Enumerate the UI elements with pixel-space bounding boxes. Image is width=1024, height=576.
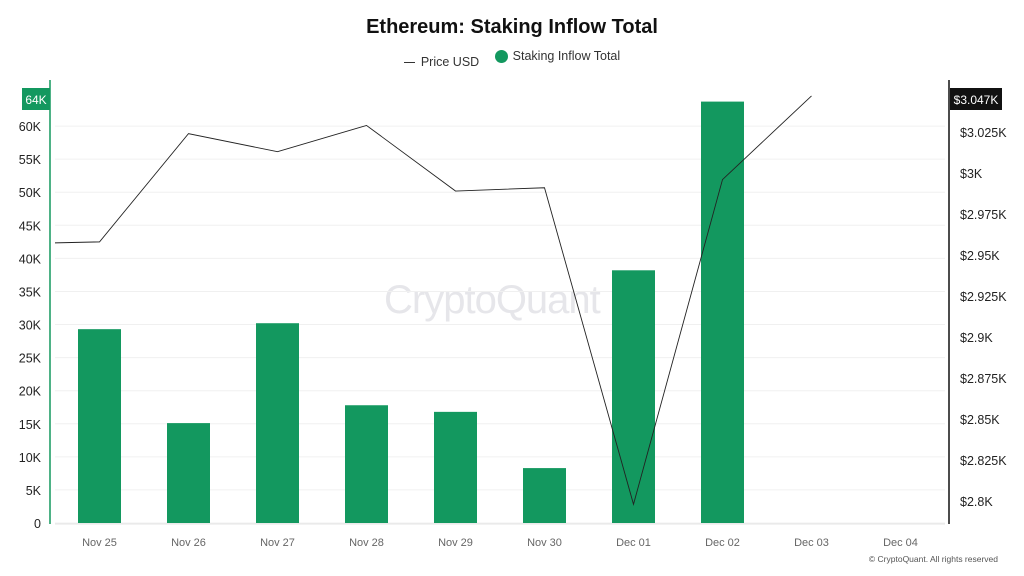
- price-line: [54, 95, 812, 506]
- x-tick-label: Dec 04: [883, 537, 918, 549]
- left-tick-label: 5K: [26, 484, 42, 498]
- legend-label: Price USD: [420, 55, 480, 69]
- copyright: © CryptoQuant. All rights reserved: [868, 554, 998, 564]
- left-tick-label: 45K: [19, 219, 42, 233]
- chart-title: Ethereum: Staking Inflow Total: [366, 16, 658, 38]
- left-tick-label: 30K: [19, 319, 42, 333]
- x-tick-label: Dec 01: [616, 537, 651, 549]
- left-value-badge: [22, 88, 50, 110]
- right-tick-label: $3K: [960, 167, 983, 181]
- right-value-badge: [950, 88, 1002, 110]
- left-tick-label: 10K: [19, 451, 42, 465]
- left-tick-label: 20K: [19, 385, 42, 399]
- right-tick-label: $2.825K: [960, 454, 1007, 468]
- right-value-badge-label: $3.047K: [954, 93, 999, 107]
- right-tick-label: $2.9K: [960, 331, 993, 345]
- right-tick-label: $2.925K: [960, 290, 1007, 304]
- x-tick-label: Nov 29: [438, 537, 473, 549]
- bar-nov-27: [256, 323, 299, 523]
- x-tick-label: Nov 26: [171, 537, 206, 549]
- x-tick-label: Dec 02: [705, 537, 740, 549]
- x-tick-label: Dec 03: [794, 537, 829, 549]
- right-tick-label: $2.875K: [960, 372, 1007, 386]
- bar-dec-02: [701, 101, 744, 523]
- watermark: CryptoQuant: [384, 278, 601, 322]
- bar-nov-30: [523, 468, 566, 523]
- right-tick-label: $3.025K: [960, 126, 1007, 140]
- bar-nov-26: [167, 423, 210, 523]
- legend-item-price[interactable]: Price USD: [403, 55, 480, 69]
- left-tick-label: 35K: [19, 285, 42, 299]
- bar-nov-25: [78, 329, 121, 523]
- left-tick-label: 0: [34, 517, 41, 531]
- line-swatch-icon: [403, 61, 415, 63]
- left-value-badge-label: 64K: [25, 93, 46, 107]
- x-tick-label: Nov 25: [82, 537, 117, 549]
- right-tick-label: $2.85K: [960, 413, 1000, 427]
- right-tick-label: $2.8K: [960, 495, 993, 509]
- left-tick-label: 60K: [19, 120, 42, 134]
- bar-nov-29: [434, 411, 477, 523]
- legend-label: Staking Inflow Total: [512, 49, 621, 63]
- bar-dec-01: [612, 270, 655, 523]
- left-tick-label: 55K: [19, 153, 42, 167]
- left-tick-label: 50K: [19, 186, 42, 200]
- x-tick-label: Nov 30: [527, 537, 562, 549]
- x-tick-label: Nov 28: [349, 537, 384, 549]
- x-tick-label: Nov 27: [260, 537, 295, 549]
- right-tick-label: $2.95K: [960, 249, 1000, 263]
- dot-swatch-icon: [494, 49, 508, 63]
- left-tick-label: 40K: [19, 252, 42, 266]
- legend-item-staking[interactable]: Staking Inflow Total: [494, 49, 621, 63]
- left-tick-label: 25K: [19, 352, 42, 366]
- bar-nov-28: [345, 405, 388, 523]
- left-tick-label: 15K: [19, 418, 42, 432]
- legend: Price USD Staking Inflow Total: [0, 49, 1024, 69]
- right-tick-label: $2.975K: [960, 208, 1007, 222]
